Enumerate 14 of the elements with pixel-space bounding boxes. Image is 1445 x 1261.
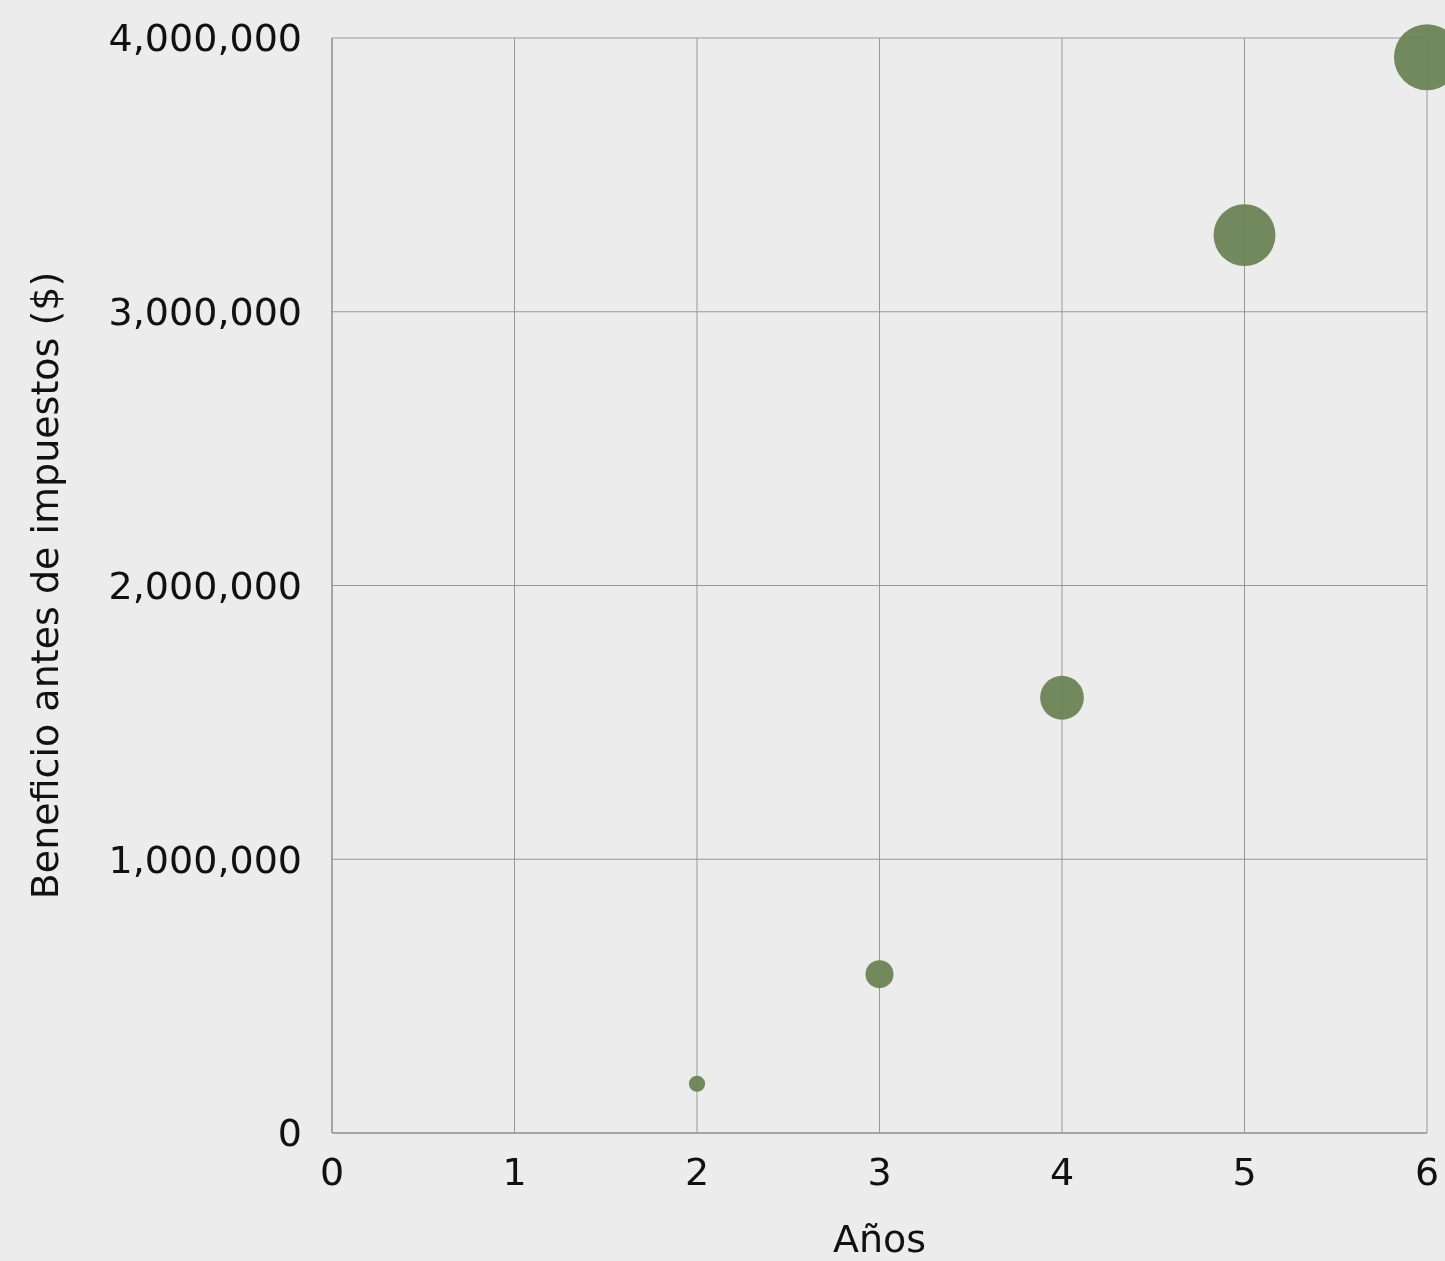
x-tick-label: 1 (502, 1150, 527, 1194)
x-tick-label: 6 (1414, 1150, 1440, 1194)
x-axis-title: Años (832, 1217, 927, 1261)
x-tick-label: 4 (1049, 1150, 1075, 1194)
y-axis-title: Beneficio antes de impuestos ($) (23, 271, 67, 900)
x-tick-label: 0 (319, 1150, 345, 1194)
x-tick-label: 5 (1232, 1150, 1257, 1194)
y-tick-label: 0 (277, 1111, 302, 1156)
y-tick-label: 1,000,000 (108, 837, 302, 882)
y-tick-label: 4,000,000 (108, 16, 302, 61)
y-tick-label: 3,000,000 (108, 290, 302, 335)
x-tick-label: 3 (867, 1150, 892, 1194)
x-tick-label: 2 (684, 1150, 710, 1194)
y-tick-label: 2,000,000 (108, 563, 302, 608)
